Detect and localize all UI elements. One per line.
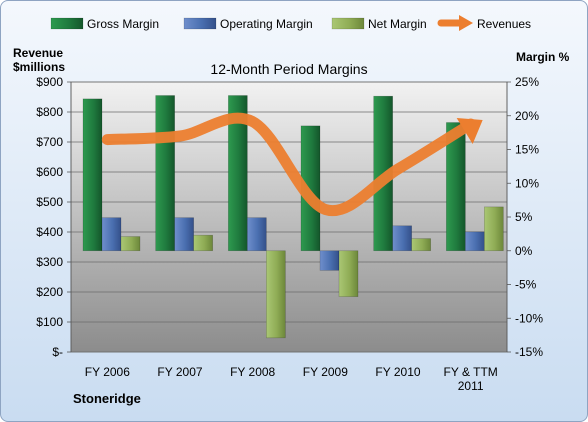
revenues-arrowhead: [456, 118, 483, 144]
net-margin-bar: [120, 236, 141, 252]
left-tick-label: $-: [52, 345, 63, 359]
operating-margin-legend-label: Operating Margin: [220, 17, 313, 31]
revenues-legend-label: Revenues: [477, 17, 531, 31]
net-margin-bar: [338, 250, 359, 297]
right-tick-label: -15%: [515, 345, 543, 359]
right-tick-label: 20%: [515, 109, 539, 123]
category-label: FY 2008: [230, 365, 275, 379]
operating-margin-bar: [465, 231, 485, 252]
right-tick-label: -5%: [515, 278, 537, 292]
gross-margin-bar: [446, 122, 466, 252]
left-tick-label: $200: [36, 285, 63, 299]
net-margin-bar: [193, 234, 213, 252]
gross-margin-bar: [228, 95, 248, 252]
category-label: 2011: [458, 379, 484, 393]
left-tick-label: $100: [36, 315, 63, 329]
gross-margin-bar: [155, 95, 175, 252]
company-name: Stoneridge: [73, 391, 141, 406]
left-tick-label: $600: [36, 165, 63, 179]
category-label: FY 2009: [303, 365, 348, 379]
gross-margin-bar: [82, 98, 103, 252]
category-label: FY 2010: [375, 365, 420, 379]
operating-margin-bar: [319, 250, 340, 271]
category-label: FY & TTM: [444, 365, 498, 379]
left-tick-label: $900: [36, 75, 63, 89]
operating-margin-bar: [392, 225, 412, 252]
left-tick-label: $500: [36, 195, 63, 209]
right-tick-label: 10%: [515, 176, 539, 190]
x-axis: FY 2006 FY 2007 FY 2008 FY 2009 FY 2010 FY & …: [85, 365, 498, 393]
revenues-legend-arrowhead: [459, 15, 473, 31]
right-tick-label: 15%: [515, 143, 539, 157]
right-tick-label: 5%: [515, 210, 533, 224]
category-label: FY 2006: [85, 365, 130, 379]
operating-margin-bar: [174, 217, 194, 252]
left-tick-label: $800: [36, 105, 63, 119]
operating-margin-bar: [101, 217, 122, 252]
net-margin-bar: [484, 206, 504, 252]
left-axis: $- $100 $200 $300 $400 $500 $600 $700 $800 $900: [36, 75, 72, 359]
right-tick-label: 25%: [515, 75, 539, 89]
gross-margin-legend-label: Gross Margin: [87, 17, 159, 31]
net-margin-bar: [266, 250, 286, 339]
left-tick-label: $300: [36, 255, 63, 269]
chart-title: 12-Month Period Margins: [210, 61, 367, 77]
left-axis-title-line2: $millions: [13, 60, 65, 74]
net-margin-legend-label: Net Margin: [368, 17, 427, 31]
right-tick-label: -10%: [515, 311, 543, 325]
left-tick-label: $700: [36, 135, 63, 149]
net-margin-bar: [411, 238, 431, 252]
right-axis-title: Margin %: [516, 50, 570, 64]
gross-margin-legend-swatch: [50, 17, 84, 30]
gridlines: [71, 81, 507, 353]
legend: Gross Margin Operating Margin Net Margin Re…: [50, 15, 531, 31]
right-tick-label: 0%: [515, 244, 533, 258]
revenue-line: [101, 112, 483, 217]
right-axis: -15% -10% -5% 0% 5% 10% 15% 20% 25%: [506, 75, 543, 359]
left-axis-title-line1: Revenue: [13, 46, 63, 60]
operating-margin-bar: [247, 217, 267, 252]
left-tick-label: $400: [36, 225, 63, 239]
operating-margin-legend-swatch: [183, 17, 217, 30]
category-label: FY 2007: [157, 365, 202, 379]
plot-area: [70, 81, 508, 353]
net-margin-legend-swatch: [331, 17, 365, 30]
revenues-line: [101, 112, 477, 217]
